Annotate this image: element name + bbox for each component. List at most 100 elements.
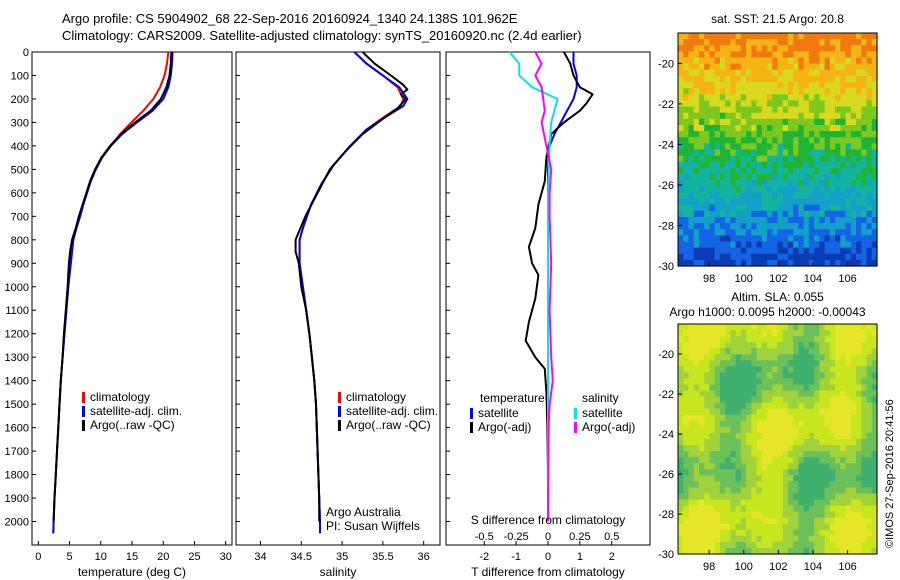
sst-map-cell [819, 247, 826, 255]
sst-map-cell [808, 39, 815, 46]
sla-map-cell [871, 457, 878, 464]
sla-map-cell [777, 432, 784, 440]
sla-map-cell [866, 457, 873, 464]
sla-map-cell [793, 547, 800, 555]
sla-map-cell [698, 517, 705, 525]
sla-map-cell [798, 505, 805, 513]
sla-map-cell [871, 439, 878, 446]
sla-map-cell [698, 457, 705, 464]
sst-map-cell [850, 223, 857, 230]
sla-map-cell [819, 517, 826, 525]
sst-map-cell [693, 235, 700, 243]
sla-map-cell [678, 457, 684, 464]
sla-map-cell [767, 547, 773, 555]
sla-map-cell [740, 499, 747, 507]
sla-map-cell [698, 366, 705, 374]
sst-map-cell [777, 112, 784, 120]
sla-map-cell [856, 384, 862, 392]
sst-map-cell [767, 186, 773, 194]
sla-map-cell [740, 505, 747, 513]
sst-map-cell [803, 247, 810, 255]
sst-map-cell [845, 180, 852, 187]
sla-map-cell [688, 420, 695, 428]
sst-map-cell [829, 161, 836, 169]
sla-map-cell [808, 547, 815, 555]
sst-map-cell [803, 186, 810, 194]
sst-map-cell [814, 235, 820, 243]
sst-map-cell [866, 259, 873, 267]
sst-map-cell [683, 216, 690, 224]
sst-map-cell [719, 210, 726, 218]
sla-map-cell [777, 378, 784, 386]
sla-map-cell [777, 354, 784, 361]
sla-map-cell [704, 426, 711, 434]
sst-map-cell [850, 82, 857, 89]
sst-map-cell [835, 118, 841, 126]
sst-map-cell [835, 137, 841, 144]
sla-map-cell [803, 535, 810, 543]
sst-map-cell [793, 155, 800, 163]
sst-map-cell [767, 174, 773, 181]
salinity-legend-label: satellite-adj. clim. [346, 404, 438, 418]
sst-map-cell [824, 69, 831, 77]
sla-map-cell [767, 414, 773, 422]
sla-map-cell [761, 499, 768, 507]
sla-map-cell [740, 517, 747, 525]
sst-map-cell [740, 253, 747, 261]
sst-map-cell [704, 216, 711, 224]
sst-map-cell [871, 94, 878, 102]
sst-map-cell [850, 241, 857, 249]
sla-map-cell [798, 547, 805, 555]
sla-map-cell [845, 493, 852, 501]
sla-map-cell [761, 547, 768, 555]
sst-map-cell [861, 131, 868, 138]
sst-map-cell [835, 106, 841, 114]
sla-map-cell [725, 414, 731, 422]
sla-map-cell [840, 475, 847, 482]
sst-map-cell [782, 131, 789, 138]
sla-map-cell [808, 511, 815, 519]
sst-map-cell [767, 131, 773, 138]
sst-map-cell [751, 33, 758, 40]
sst-map-cell [866, 118, 873, 126]
sst-map-cell [688, 192, 695, 200]
sla-map-cell [782, 390, 789, 398]
sst-map-cell [740, 198, 747, 206]
sst-map-cell [856, 57, 862, 65]
sla-map-cell [840, 529, 847, 537]
sst-map-cell [740, 112, 747, 120]
sla-map-cell [709, 517, 716, 525]
sla-map-cell [751, 541, 758, 549]
sla-map-cell [735, 330, 742, 337]
sla-map-cell [693, 348, 700, 355]
sst-map-cell [866, 88, 873, 95]
sst-map-cell [709, 39, 716, 46]
sst-map-cell [698, 118, 705, 126]
sst-map-cell [787, 112, 794, 120]
sla-map-cell [688, 481, 695, 489]
sla-map-cell [767, 360, 773, 367]
sla-map-cell [709, 487, 716, 495]
sst-map-cell [772, 106, 779, 114]
sla-map-cell [835, 330, 841, 337]
sla-map-cell [824, 439, 831, 446]
sla-map-cell [787, 511, 794, 519]
sst-map-cell [840, 82, 847, 89]
sst-map-cell [777, 192, 784, 200]
sla-map-ytick-label: -26 [658, 469, 674, 481]
sla-map-cell [751, 354, 758, 361]
sst-map-cell [751, 137, 758, 144]
sst-map-cell [698, 259, 705, 267]
sst-map-cell [704, 204, 711, 212]
temperature-ytick-label: 100 [11, 70, 29, 82]
sla-map-cell [808, 487, 815, 495]
sst-map-cell [709, 112, 716, 120]
sla-map-cell [698, 396, 705, 404]
sla-map-cell [751, 499, 758, 507]
sla-map-cell [730, 342, 737, 349]
sla-map-cell [782, 505, 789, 513]
sla-map-cell [856, 366, 862, 374]
sla-map-cell [704, 366, 711, 374]
sst-map-xtick-label: 104 [804, 273, 822, 285]
sst-map-cell [871, 180, 878, 187]
